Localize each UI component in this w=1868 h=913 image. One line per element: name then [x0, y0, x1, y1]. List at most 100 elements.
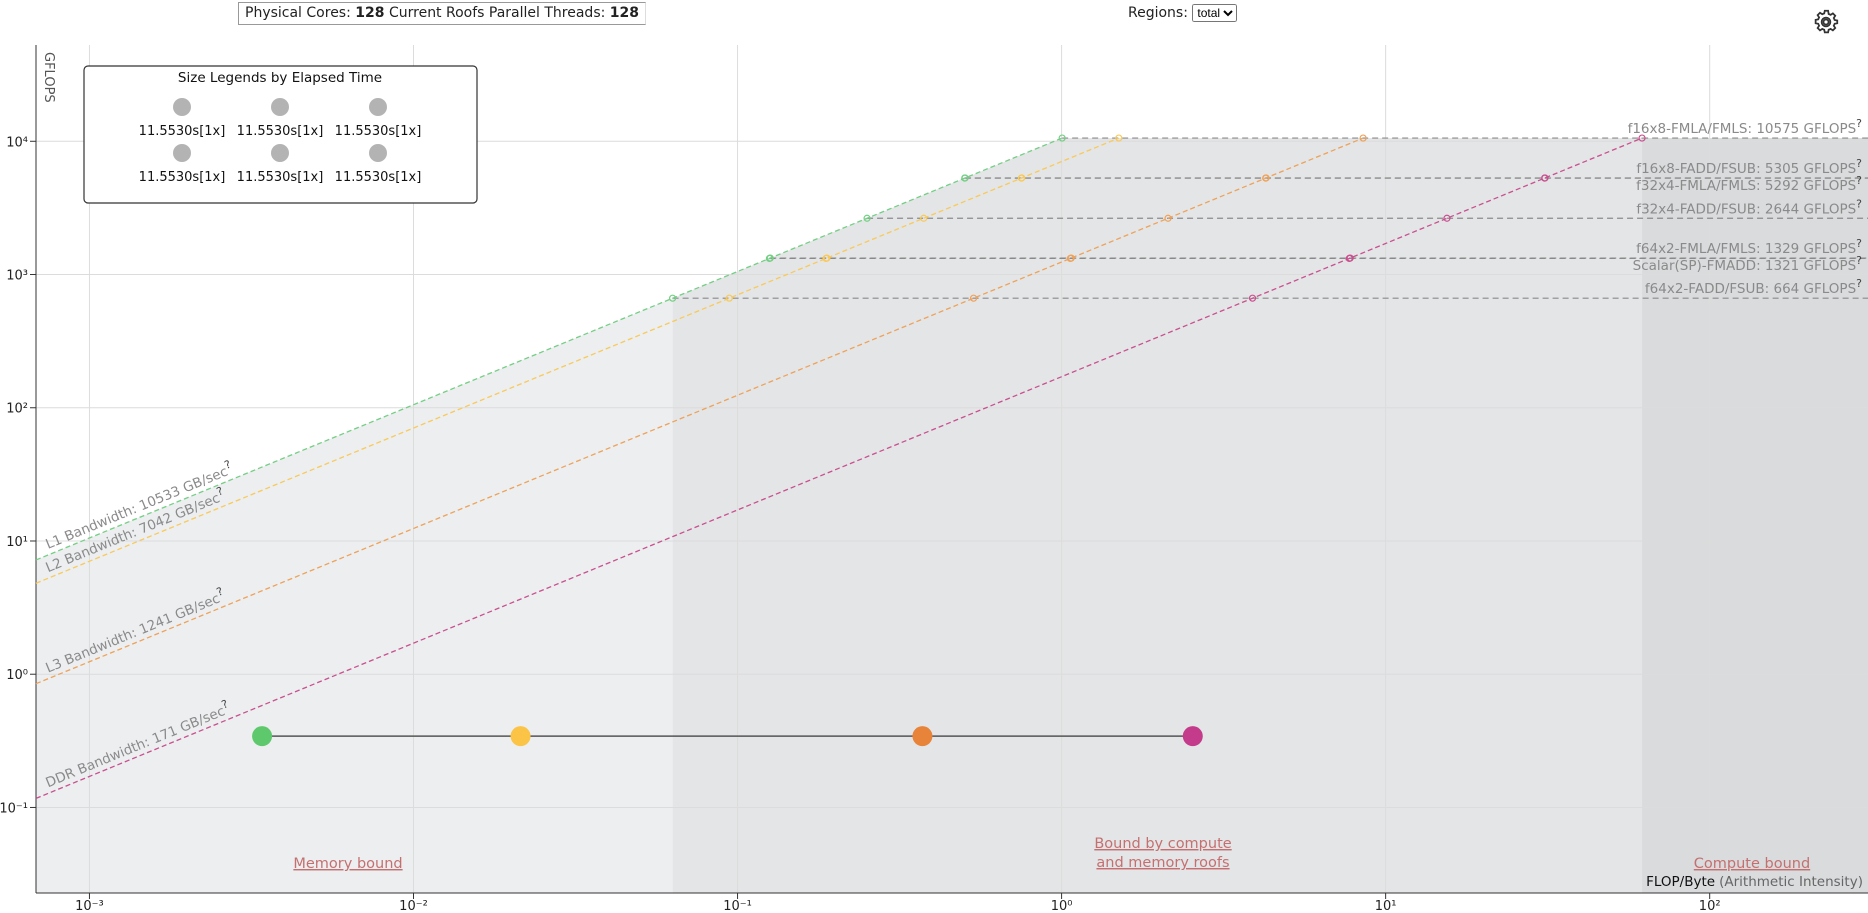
roof-intersection	[920, 214, 928, 222]
region-link[interactable]: and memory roofs	[1096, 855, 1229, 871]
y-tick-label: 10⁴	[6, 135, 28, 150]
compute-roof-label: f16x8-FADD/FSUB: 5305 GFLOPS?	[1636, 157, 1862, 177]
help-mark[interactable]: ?	[223, 458, 233, 472]
legend-swatch	[369, 98, 387, 116]
region-link[interactable]: Memory bound	[293, 856, 402, 872]
roof-intersection	[1164, 214, 1172, 222]
y-tick-label: 10²	[6, 402, 28, 417]
gear-shape[interactable]	[1814, 9, 1839, 34]
roof-intersection	[725, 294, 733, 302]
cores-value: 128	[355, 5, 385, 21]
region-link[interactable]: Compute bound	[1694, 856, 1810, 872]
loop-point[interactable]	[1182, 726, 1203, 747]
roof-label-text: f32x4-FADD/FSUB: 2644 GFLOPS	[1636, 201, 1856, 217]
threads-value: 128	[609, 5, 640, 21]
help-mark[interactable]: ?	[1856, 197, 1862, 210]
compute-roof-label: Scalar(SP)-FMADD: 1321 GFLOPS?	[1633, 254, 1862, 274]
compute-roof-label: f16x8-FMLA/FMLS: 10575 GFLOPS?	[1628, 117, 1863, 137]
y-axis-label: GFLOPS	[41, 52, 56, 103]
help-mark[interactable]: ?	[1856, 237, 1862, 250]
roof-label-text: f64x2-FADD/FSUB: 664 GFLOPS	[1645, 281, 1856, 297]
roof-intersection	[669, 294, 677, 302]
help-mark[interactable]: ?	[215, 585, 225, 599]
help-mark[interactable]: ?	[1856, 174, 1862, 187]
x-axis-label: FLOP/Byte (Arithmetic Intensity)	[1646, 874, 1863, 890]
help-mark[interactable]: ?	[1856, 117, 1862, 130]
legend-swatch	[271, 98, 289, 116]
memory-roof	[35, 137, 1120, 584]
roof-intersection	[822, 254, 830, 263]
x-tick-label: 10²	[1699, 899, 1721, 913]
memory-roof	[35, 137, 1643, 799]
legend-title: Size Legends by Elapsed Time	[178, 70, 382, 86]
roof-intersection	[1058, 134, 1066, 142]
legend-swatch	[271, 144, 289, 162]
regions-select[interactable]: total	[1192, 4, 1238, 22]
region-shade	[1642, 138, 1868, 894]
regions-control: Regions: total	[1128, 4, 1238, 22]
legend-label: 11.5530s[1x]	[139, 124, 226, 139]
compute-roof-label: f32x4-FADD/FSUB: 2644 GFLOPS?	[1636, 197, 1862, 217]
x-tick-label: 10⁻¹	[723, 899, 752, 913]
roof-label-text: Scalar(SP)-FMADD: 1321 GFLOPS	[1633, 258, 1856, 274]
legend-label: 11.5530s[1x]	[237, 170, 324, 185]
threads-label: Current Roofs Parallel Threads:	[388, 5, 606, 21]
legend-label: 11.5530s[1x]	[335, 124, 422, 139]
help-mark[interactable]: ?	[1856, 277, 1862, 290]
y-tick-label: 10³	[6, 269, 28, 284]
region-link[interactable]: Bound by compute	[1094, 836, 1231, 852]
x-tick-label: 10⁻²	[399, 899, 428, 913]
memory-roof	[35, 137, 1063, 561]
compute-roof-label: f64x2-FADD/FSUB: 664 GFLOPS?	[1645, 277, 1862, 297]
cores-label: Physical Cores:	[245, 5, 351, 21]
roof-intersection	[765, 254, 774, 263]
roof-intersection	[1359, 134, 1367, 142]
region-shade	[672, 138, 1643, 894]
loop-point[interactable]	[912, 726, 933, 747]
legend-label: 11.5530s[1x]	[237, 124, 324, 139]
roof-intersection	[969, 294, 978, 302]
roof-intersection	[1638, 134, 1646, 142]
legend-swatch	[173, 98, 191, 116]
compute-roof-label: f64x2-FMLA/FMLS: 1329 GFLOPS?	[1636, 237, 1862, 257]
memory-roof	[35, 137, 1364, 685]
legend-swatch	[369, 144, 387, 162]
roof-intersection	[1541, 174, 1549, 182]
x-tick-label: 10⁻³	[75, 899, 104, 913]
roof-intersection	[1115, 134, 1123, 142]
roof-intersection	[863, 214, 871, 222]
roof-intersection	[1345, 254, 1353, 263]
help-mark[interactable]: ?	[215, 484, 225, 498]
loop-point[interactable]	[510, 726, 531, 747]
x-label-note: (Arithmetic Intensity)	[1719, 874, 1863, 890]
roof-label-text: f64x2-FMLA/FMLS: 1329 GFLOPS	[1636, 241, 1856, 257]
roof-label-text: f32x4-FMLA/FMLS: 5292 GFLOPS	[1636, 178, 1856, 194]
region-shade	[36, 298, 673, 893]
y-tick-label: 10⁰	[6, 668, 28, 683]
roof-intersection	[1066, 254, 1074, 263]
help-mark[interactable]: ?	[220, 697, 230, 711]
help-mark[interactable]: ?	[1856, 157, 1862, 170]
regions-label: Regions:	[1128, 5, 1188, 21]
y-tick-label: 10⁻¹	[0, 801, 28, 816]
compute-roof-label: f32x4-FMLA/FMLS: 5292 GFLOPS?	[1636, 174, 1862, 194]
x-label-main: FLOP/Byte	[1646, 874, 1715, 890]
help-mark[interactable]: ?	[1856, 254, 1862, 267]
thread-info: Physical Cores: 128 Current Roofs Parall…	[238, 2, 647, 25]
y-tick-label: 10¹	[6, 535, 28, 550]
settings-icon[interactable]	[1811, 7, 1841, 37]
x-tick-label: 10⁰	[1051, 899, 1073, 913]
roof-intersection	[961, 174, 969, 182]
roof-intersection	[1248, 294, 1257, 302]
x-tick-label: 10¹	[1375, 899, 1397, 913]
roof-intersection	[1262, 174, 1270, 182]
roof-label-text: f16x8-FMLA/FMLS: 10575 GFLOPS	[1628, 121, 1857, 137]
roof-label-text: f16x8-FADD/FSUB: 5305 GFLOPS	[1636, 161, 1856, 177]
roof-intersection	[1443, 214, 1451, 222]
legend-label: 11.5530s[1x]	[335, 170, 422, 185]
legend-label: 11.5530s[1x]	[139, 170, 226, 185]
roof-intersection	[1017, 174, 1025, 182]
loop-point[interactable]	[252, 726, 273, 747]
